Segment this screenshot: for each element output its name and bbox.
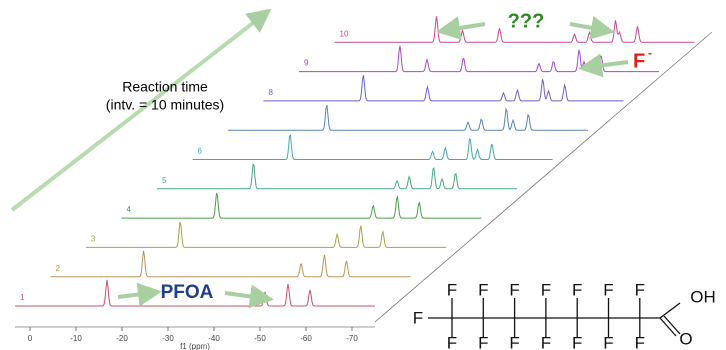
spectrum bbox=[263, 75, 624, 102]
oxygen: O bbox=[679, 329, 692, 348]
trace-label: 9 bbox=[304, 59, 309, 68]
arrow bbox=[117, 282, 162, 307]
fluorine: F bbox=[447, 333, 457, 350]
x-tick-label: -10 bbox=[70, 334, 82, 343]
pfoa-structure bbox=[428, 298, 681, 338]
x-tick-label: -20 bbox=[116, 334, 128, 343]
spectrum bbox=[121, 192, 482, 219]
fluorine: F bbox=[572, 280, 582, 299]
fluorine: F bbox=[541, 280, 551, 299]
pfoa-label: PFOA bbox=[161, 282, 214, 303]
fluorine: F bbox=[413, 308, 423, 327]
spectrum bbox=[299, 45, 659, 73]
fluorine: F bbox=[572, 333, 582, 350]
reaction-time: Reaction time bbox=[122, 79, 208, 95]
x-tick-label: -50 bbox=[254, 334, 266, 343]
fluoride-label: F bbox=[633, 50, 645, 72]
arrow bbox=[578, 53, 629, 78]
x-tick-label: -40 bbox=[208, 334, 220, 343]
fluorine: F bbox=[603, 333, 613, 350]
trace-label: 10 bbox=[340, 29, 349, 38]
spectrum bbox=[334, 16, 695, 43]
trace-label: 1 bbox=[20, 293, 25, 302]
fluorine: F bbox=[478, 333, 488, 350]
fluorine: F bbox=[603, 280, 613, 299]
spectrum bbox=[228, 104, 588, 131]
depth-axis bbox=[374, 31, 713, 323]
fluorine: F bbox=[478, 280, 488, 299]
trace-label: 2 bbox=[56, 264, 61, 273]
fluorine: F bbox=[447, 280, 457, 299]
fluoride-charge: - bbox=[648, 46, 652, 60]
trace-label: 6 bbox=[198, 147, 203, 156]
fluorine: F bbox=[509, 280, 519, 299]
trace-label: 8 bbox=[269, 88, 274, 97]
spectrum bbox=[15, 279, 375, 307]
spectrum bbox=[157, 163, 517, 190]
time-arrow bbox=[10, 8, 272, 212]
x-tick-label: 0 bbox=[28, 334, 33, 343]
hydroxyl: OH bbox=[690, 287, 716, 306]
interval: (intv. = 10 minutes) bbox=[106, 97, 224, 113]
fluorine: F bbox=[635, 333, 645, 350]
spectra bbox=[15, 16, 695, 307]
trace-label: 3 bbox=[91, 235, 96, 244]
trace-label: 5 bbox=[162, 176, 167, 185]
fluorine: F bbox=[635, 280, 645, 299]
unknown-label: ??? bbox=[508, 10, 545, 32]
spectrum bbox=[192, 134, 553, 160]
x-tick-label: -60 bbox=[300, 334, 312, 343]
x-axis-label: f1 (ppm) bbox=[180, 342, 210, 350]
arrow bbox=[569, 16, 615, 40]
x-tick-label: -30 bbox=[162, 334, 174, 343]
fluorine: F bbox=[541, 333, 551, 350]
trace-label: 4 bbox=[127, 205, 132, 214]
spectrum bbox=[86, 221, 446, 248]
x-tick-label: -70 bbox=[346, 334, 358, 343]
arrow bbox=[224, 284, 274, 309]
spectrum bbox=[50, 250, 411, 278]
fluorine: F bbox=[509, 333, 519, 350]
arrow bbox=[436, 16, 486, 40]
